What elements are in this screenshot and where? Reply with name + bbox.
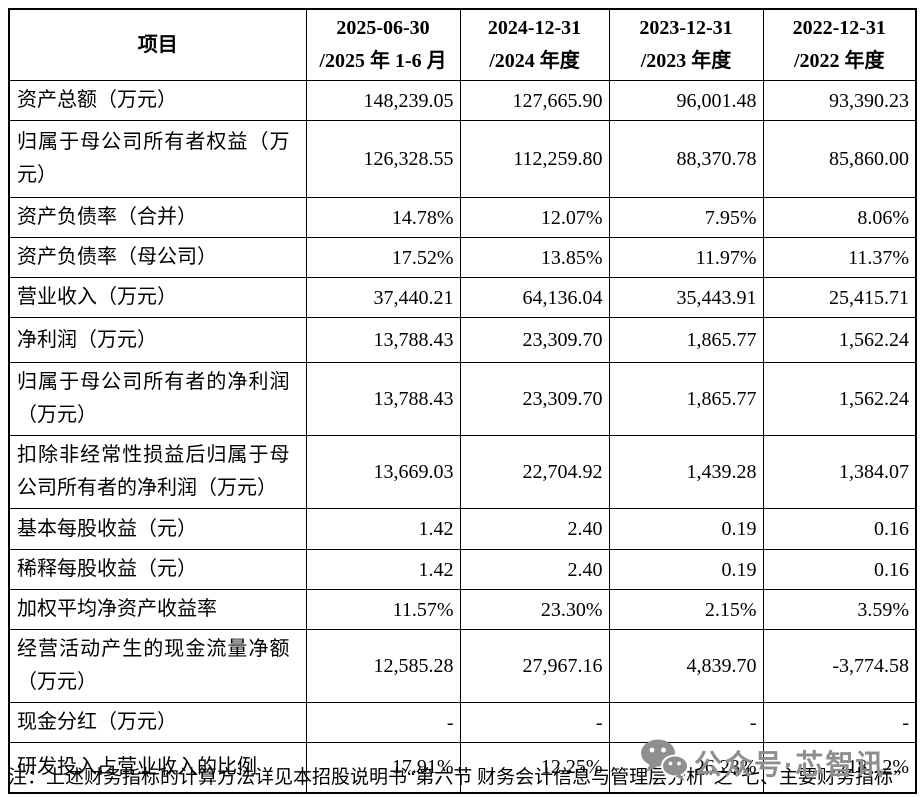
cell-value: 13.85% (459, 237, 610, 278)
table-row: 归属于母公司所有者权益（万元） 126,328.55 112,259.80 88… (8, 120, 917, 198)
cell-value: 1,439.28 (608, 435, 764, 509)
table-row: 资产负债率（合并） 14.78% 12.07% 7.95% 8.06% (8, 197, 917, 238)
column-header-2023: 2023-12-31 /2023 年度 (608, 8, 764, 81)
cell-value: 14.78% (305, 197, 461, 238)
cell-value: - (608, 702, 764, 743)
cell-value: 1.42 (305, 549, 461, 590)
row-label: 资产负债率（母公司） (8, 237, 307, 278)
cell-value: 85,860.00 (762, 120, 917, 198)
row-label: 现金分红（万元） (8, 702, 307, 743)
cell-value: 27,967.16 (459, 629, 610, 703)
row-label: 加权平均净资产收益率 (8, 589, 307, 630)
cell-value: 11.97% (608, 237, 764, 278)
row-label: 扣除非经常性损益后归属于母公司所有者的净利润（万元） (8, 435, 307, 509)
cell-value: 23.30% (459, 589, 610, 630)
cell-value: 13,788.43 (305, 317, 461, 363)
table-row: 资产总额（万元） 148,239.05 127,665.90 96,001.48… (8, 80, 917, 121)
cell-value: 12,585.28 (305, 629, 461, 703)
row-label: 研发投入占营业收入的比例 (8, 742, 307, 793)
cell-value: 17.91% (305, 742, 461, 793)
cell-value: 25,415.71 (762, 277, 917, 318)
row-label: 归属于母公司所有者的净利润（万元） (8, 362, 307, 436)
cell-value: 17.52% (305, 237, 461, 278)
row-label: 稀释每股收益（元） (8, 549, 307, 590)
cell-value: 127,665.90 (459, 80, 610, 121)
cell-value: 0.16 (762, 549, 917, 590)
table-row: 基本每股收益（元） 1.42 2.40 0.19 0.16 (8, 508, 917, 550)
cell-value: -3,774.58 (762, 629, 917, 703)
wechat-icon (640, 738, 689, 787)
cell-value: 0.16 (762, 508, 917, 550)
row-label: 营业收入（万元） (8, 277, 307, 318)
table-row: 净利润（万元） 13,788.43 23,309.70 1,865.77 1,5… (8, 317, 917, 363)
watermark: 公众号·芯智讯 (640, 738, 885, 787)
cell-value: - (459, 702, 610, 743)
cell-value: 26.23% (608, 742, 764, 793)
cell-value: 11.57% (305, 589, 461, 630)
column-header-item: 项目 (8, 8, 307, 81)
cell-value: 126,328.55 (305, 120, 461, 198)
cell-value: 0.19 (608, 549, 764, 590)
table-row: 稀释每股收益（元） 1.42 2.40 0.19 0.16 (8, 549, 917, 590)
column-header-2022: 2022-12-31 /2022 年度 (762, 8, 917, 81)
cell-value: 0.19 (608, 508, 764, 550)
cell-value: - (762, 702, 917, 743)
financial-metrics-table: 项目 2025-06-30 /2025 年 1-6 月 2024-12-31 /… (8, 8, 917, 794)
cell-value: 23,309.70 (459, 317, 610, 363)
table-row: 营业收入（万元） 37,440.21 64,136.04 35,443.91 2… (8, 277, 917, 318)
header-row: 项目 2025-06-30 /2025 年 1-6 月 2024-12-31 /… (8, 8, 917, 81)
cell-value: 93,390.23 (762, 80, 917, 121)
cell-value: 1,384.07 (762, 435, 917, 509)
cell-value: 1.42 (305, 508, 461, 550)
cell-value: 2.40 (459, 508, 610, 550)
cell-value: 8.06% (762, 197, 917, 238)
table-row: 研发投入占营业收入的比例 17.91% 12.25% 26.23% 18.12% (8, 742, 917, 793)
cell-value: 13,669.03 (305, 435, 461, 509)
cell-value: 35,443.91 (608, 277, 764, 318)
row-label: 经营活动产生的现金流量净额（万元） (8, 629, 307, 703)
table-row: 资产负债率（母公司） 17.52% 13.85% 11.97% 11.37% (8, 237, 917, 278)
table-row: 加权平均净资产收益率 11.57% 23.30% 2.15% 3.59% (8, 589, 917, 630)
table-row: 经营活动产生的现金流量净额（万元） 12,585.28 27,967.16 4,… (8, 629, 917, 703)
cell-value: - (305, 702, 461, 743)
cell-value: 12.07% (459, 197, 610, 238)
cell-value: 112,259.80 (459, 120, 610, 198)
cell-value: 18.12% (762, 742, 917, 793)
row-label: 资产负债率（合并） (8, 197, 307, 238)
cell-value: 3.59% (762, 589, 917, 630)
cell-value: 7.95% (608, 197, 764, 238)
cell-value: 96,001.48 (608, 80, 764, 121)
cell-value: 1,865.77 (608, 362, 764, 436)
table-row: 扣除非经常性损益后归属于母公司所有者的净利润（万元） 13,669.03 22,… (8, 435, 917, 509)
cell-value: 148,239.05 (305, 80, 461, 121)
column-header-2024: 2024-12-31 /2024 年度 (459, 8, 610, 81)
cell-value: 2.15% (608, 589, 764, 630)
cell-value: 1,562.24 (762, 362, 917, 436)
table-row: 现金分红（万元） - - - - (8, 702, 917, 743)
watermark-text: 公众号·芯智讯 (694, 748, 886, 780)
column-header-2025h1: 2025-06-30 /2025 年 1-6 月 (305, 8, 461, 81)
cell-value: 1,865.77 (608, 317, 764, 363)
cell-value: 22,704.92 (459, 435, 610, 509)
row-label: 基本每股收益（元） (8, 508, 307, 550)
cell-value: 11.37% (762, 237, 917, 278)
row-label: 归属于母公司所有者权益（万元） (8, 120, 307, 198)
cell-value: 23,309.70 (459, 362, 610, 436)
table-row: 归属于母公司所有者的净利润（万元） 13,788.43 23,309.70 1,… (8, 362, 917, 436)
row-label: 净利润（万元） (8, 317, 307, 363)
row-label: 资产总额（万元） (8, 80, 307, 121)
cell-value: 4,839.70 (608, 629, 764, 703)
cell-value: 13,788.43 (305, 362, 461, 436)
cell-value: 88,370.78 (608, 120, 764, 198)
cell-value: 1,562.24 (762, 317, 917, 363)
cell-value: 64,136.04 (459, 277, 610, 318)
cell-value: 37,440.21 (305, 277, 461, 318)
cell-value: 2.40 (459, 549, 610, 590)
